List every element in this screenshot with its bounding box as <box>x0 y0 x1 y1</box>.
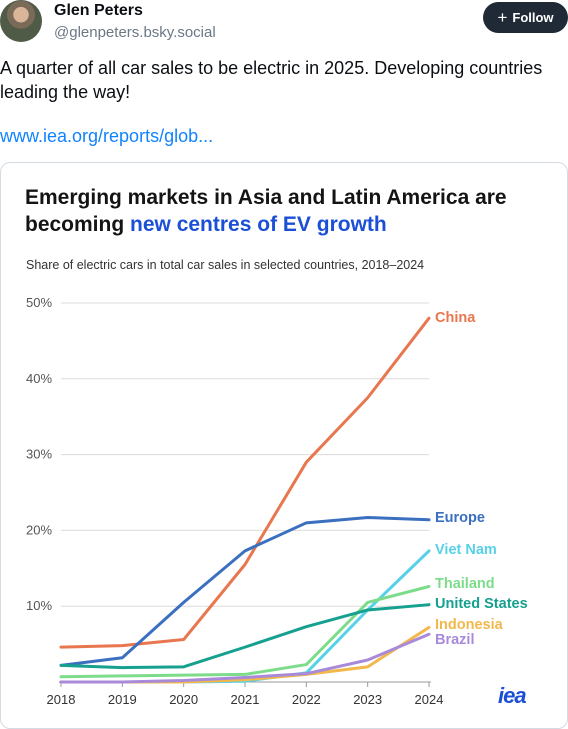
y-tick-label: 20% <box>26 522 52 537</box>
x-tick-label: 2019 <box>108 692 137 707</box>
post-image[interactable]: Emerging markets in Asia and Latin Ameri… <box>0 162 568 729</box>
author-handle[interactable]: @glenpeters.bsky.social <box>54 24 216 41</box>
chart-title-main: Emerging markets in Asia and Latin Ameri… <box>25 186 507 236</box>
x-tick-label: 2022 <box>292 692 321 707</box>
x-tick-label: 2018 <box>47 692 76 707</box>
series-line-united-states <box>59 603 431 670</box>
x-tick-label: 2023 <box>353 692 382 707</box>
avatar[interactable] <box>0 0 42 42</box>
series-label: Brazil <box>435 632 475 648</box>
author-name[interactable]: Glen Peters <box>54 2 143 19</box>
y-tick-label: 30% <box>26 447 52 462</box>
series-line-thailand <box>59 584 431 679</box>
x-tick-label: 2024 <box>415 692 444 707</box>
line-chart: 10% 20% 30% 40% 50% 2018 2019 2020 2021 2022 2023 2… <box>26 295 528 707</box>
iea-logo: iea <box>498 683 527 708</box>
chart-title: Emerging markets in Asia and Latin Ameri… <box>25 184 545 238</box>
follow-label: Follow <box>512 10 554 25</box>
series-line-europe <box>59 516 431 667</box>
series-label: Europe <box>435 510 485 526</box>
chart-subtitle: Share of electric cars in total car sale… <box>26 258 425 272</box>
series-label: Viet Nam <box>435 542 497 558</box>
follow-button[interactable]: + Follow <box>483 2 568 33</box>
series-label: Thailand <box>435 576 495 592</box>
series-label: China <box>435 310 476 326</box>
x-tick-label: 2021 <box>231 692 260 707</box>
y-tick-label: 50% <box>26 295 52 310</box>
plus-icon: + <box>497 8 508 27</box>
series-line-china <box>59 316 431 649</box>
post-text: A quarter of all car sales to be electri… <box>0 58 543 102</box>
x-tick-label: 2020 <box>169 692 198 707</box>
series-label: United States <box>435 596 528 612</box>
post-link[interactable]: www.iea.org/reports/glob... <box>0 126 214 146</box>
y-tick-label: 40% <box>26 371 52 386</box>
y-tick-label: 10% <box>26 598 52 613</box>
chart-title-accent: new centres of EV growth <box>130 213 387 236</box>
series-label: Indonesia <box>435 617 504 633</box>
series-line-brazil <box>59 632 431 684</box>
